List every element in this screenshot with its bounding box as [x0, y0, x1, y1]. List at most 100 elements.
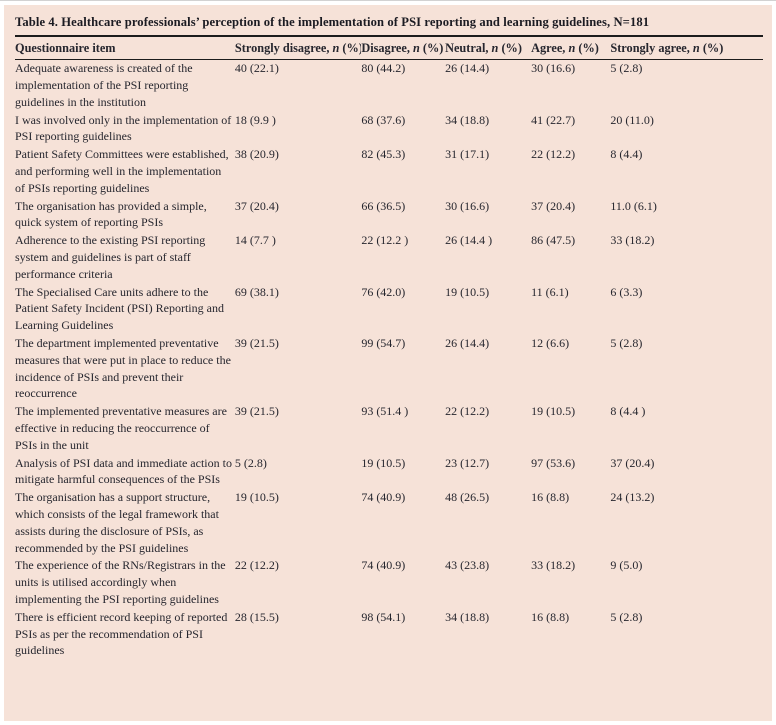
table-row: There is efficient record keeping of rep… — [15, 608, 763, 659]
table-row: The experience of the RNs/Registrars in … — [15, 557, 763, 608]
agree-cell: 19 (10.5) — [531, 404, 576, 419]
strongly-disagree-cell: 39 (21.5) — [234, 404, 279, 419]
strongly-disagree-cell: 18 (9.9 ) — [234, 112, 276, 127]
neutral-cell: 30 (16.6) — [445, 198, 490, 213]
strongly-disagree-cell: 38 (20.9) — [234, 147, 279, 162]
disagree-cell: 22 (12.2 ) — [361, 233, 409, 248]
strongly-disagree-cell: 37 (20.4) — [234, 198, 279, 213]
header-row: Questionnaire item Strongly disagree, n … — [15, 37, 763, 60]
disagree-cell: 74 (40.9) — [361, 558, 406, 573]
table-body: Adequate awareness is created of the imp… — [15, 59, 763, 659]
strongly-disagree-cell: 69 (38.1) — [234, 284, 279, 299]
table-row: The department implemented preventative … — [15, 335, 763, 403]
table-row: Patient Safety Committees were establish… — [15, 146, 763, 197]
strongly-agree-cell: 24 (13.2) — [610, 490, 655, 505]
header-n-italic: n — [413, 41, 420, 55]
strongly-agree-cell: 5 (2.8) — [610, 336, 643, 351]
strongly-agree-cell: 20 (11.0) — [610, 112, 654, 127]
questionnaire-item-cell: Adherence to the existing PSI reporting … — [15, 233, 206, 281]
strongly-agree-cell: 33 (18.2) — [610, 233, 655, 248]
neutral-cell: 26 (14.4) — [445, 61, 490, 76]
strongly-disagree-cell: 14 (7.7 ) — [234, 233, 276, 248]
disagree-cell: 76 (42.0) — [361, 284, 406, 299]
agree-cell: 33 (18.2) — [531, 558, 576, 573]
header-text: (%) — [699, 41, 724, 55]
neutral-cell: 22 (12.2) — [445, 404, 490, 419]
strongly-agree-cell: 11.0 (6.1) — [610, 198, 657, 213]
questionnaire-item-cell: The organisation has a support structure… — [15, 490, 219, 555]
disagree-cell: 93 (51.4 ) — [361, 404, 409, 419]
strongly-disagree-cell: 5 (2.8) — [234, 455, 267, 470]
header-n-italic: n — [568, 41, 576, 55]
questionnaire-item-cell: The Specialised Care units adhere to the… — [15, 284, 224, 333]
strongly-disagree-cell: 28 (15.5) — [234, 609, 279, 624]
strongly-disagree-cell: 19 (10.5) — [234, 490, 279, 505]
table4-card: Table 4. Healthcare professionals’ perce… — [4, 5, 772, 721]
header-n-italic: n — [332, 41, 340, 55]
table-row: The organisation has provided a simple, … — [15, 197, 763, 232]
table-row: Adherence to the existing PSI reporting … — [15, 232, 763, 283]
col-header-strongly-agree: Strongly agree, n (%) — [610, 37, 763, 60]
header-text: Strongly agree, — [610, 41, 693, 55]
questionnaire-item-cell: I was involved only in the implementatio… — [15, 112, 232, 144]
header-text: (%) — [498, 41, 522, 55]
neutral-cell: 43 (23.8) — [445, 558, 490, 573]
table-row: Analysis of PSI data and immediate actio… — [15, 454, 763, 489]
agree-cell: 16 (8.8) — [531, 609, 570, 624]
neutral-cell: 48 (26.5) — [445, 490, 490, 505]
strongly-agree-cell: 9 (5.0) — [610, 558, 643, 573]
header-text: Neutral, — [445, 41, 492, 55]
strongly-agree-cell: 5 (2.8) — [610, 61, 643, 76]
neutral-cell: 26 (14.4) — [445, 336, 490, 351]
disagree-cell: 98 (54.1) — [361, 609, 406, 624]
questionnaire-item-cell: Adequate awareness is created of the imp… — [15, 61, 193, 109]
agree-cell: 86 (47.5) — [531, 233, 576, 248]
questionnaire-item-cell: Analysis of PSI data and immediate actio… — [15, 455, 232, 487]
header-text: (%) — [575, 41, 599, 55]
table-row: The Specialised Care units adhere to the… — [15, 283, 763, 334]
header-text: Agree, — [531, 41, 569, 55]
neutral-cell: 34 (18.8) — [445, 112, 490, 127]
strongly-agree-cell: 8 (4.4 ) — [610, 404, 646, 419]
col-header-disagree: Disagree, n (%) — [361, 37, 446, 60]
agree-cell: 30 (16.6) — [531, 61, 576, 76]
table-row: I was involved only in the implementatio… — [15, 111, 763, 146]
header-text: (%) — [339, 41, 362, 55]
questionnaire-item-cell: The department implemented preventative … — [15, 336, 231, 401]
disagree-cell: 82 (45.3) — [361, 147, 406, 162]
disagree-cell: 99 (54.7) — [361, 336, 406, 351]
strongly-disagree-cell: 40 (22.1) — [234, 61, 279, 76]
questionnaire-item-cell: The organisation has provided a simple, … — [15, 198, 207, 230]
header-text: Strongly disagree, — [234, 41, 333, 55]
disagree-cell: 80 (44.2) — [361, 61, 406, 76]
col-header-agree: Agree, n (%) — [531, 37, 611, 60]
header-n-italic: n — [692, 41, 700, 55]
strongly-disagree-cell: 22 (12.2) — [234, 558, 279, 573]
header-text: Questionnaire item — [15, 41, 116, 55]
strongly-agree-cell: 5 (2.8) — [610, 609, 643, 624]
disagree-cell: 68 (37.6) — [361, 112, 406, 127]
strongly-agree-cell: 6 (3.3) — [610, 284, 643, 299]
disagree-cell: 66 (36.5) — [361, 198, 406, 213]
table-row: The implemented preventative measures ar… — [15, 403, 763, 454]
col-header-strongly-disagree: Strongly disagree, n (%) — [234, 37, 362, 60]
header-n-italic: n — [491, 41, 499, 55]
questionnaire-item-cell: There is efficient record keeping of rep… — [15, 609, 228, 658]
table-title: Table 4. Healthcare professionals’ perce… — [15, 10, 763, 37]
agree-cell: 37 (20.4) — [531, 198, 576, 213]
agree-cell: 97 (53.6) — [531, 455, 576, 470]
col-header-questionnaire-item: Questionnaire item — [15, 37, 235, 60]
strongly-agree-cell: 8 (4.4) — [610, 147, 643, 162]
neutral-cell: 31 (17.1) — [445, 147, 490, 162]
perception-table: Questionnaire item Strongly disagree, n … — [15, 37, 763, 660]
agree-cell: 22 (12.2) — [531, 147, 576, 162]
neutral-cell: 26 (14.4 ) — [445, 233, 493, 248]
disagree-cell: 19 (10.5) — [361, 455, 406, 470]
questionnaire-item-cell: The implemented preventative measures ar… — [15, 404, 227, 452]
questionnaire-item-cell: The experience of the RNs/Registrars in … — [15, 558, 226, 606]
table-row: The organisation has a support structure… — [15, 489, 763, 557]
col-header-neutral: Neutral, n (%) — [445, 37, 532, 60]
header-text: Disagree, — [361, 41, 413, 55]
strongly-disagree-cell: 39 (21.5) — [234, 336, 279, 351]
